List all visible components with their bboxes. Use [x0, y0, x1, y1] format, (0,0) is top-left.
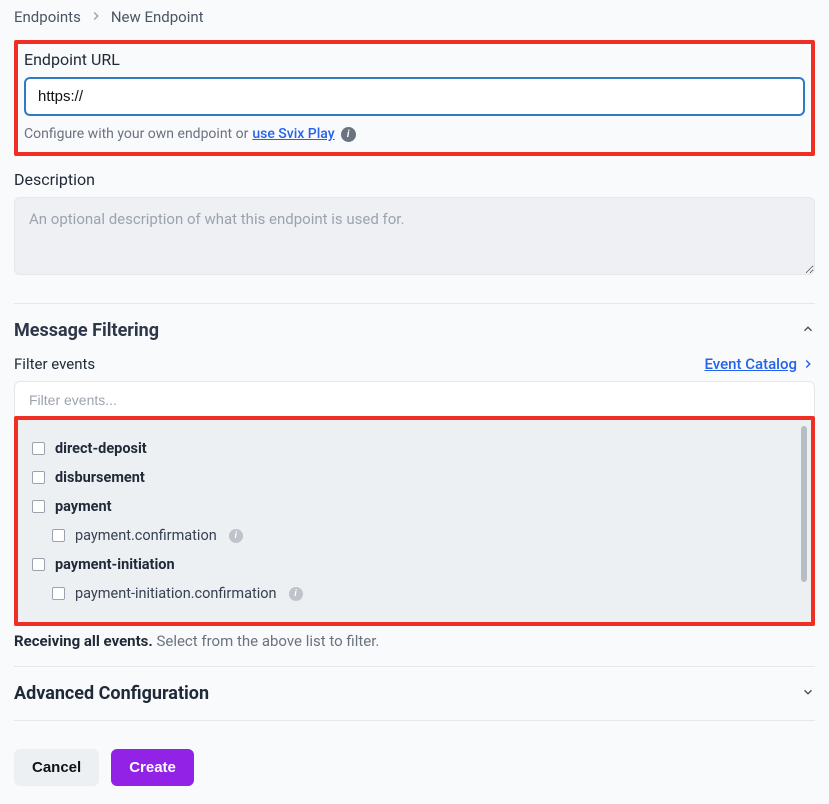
description-textarea[interactable]	[14, 197, 815, 275]
events-list: direct-deposit disbursement payment paym…	[18, 420, 811, 622]
form-actions: Cancel Create	[14, 749, 815, 786]
event-item[interactable]: payment-initiation	[28, 550, 801, 579]
checkbox[interactable]	[52, 587, 65, 600]
checkbox[interactable]	[32, 500, 45, 513]
scrollbar[interactable]	[801, 426, 807, 582]
message-filtering-header[interactable]: Message Filtering	[14, 303, 815, 353]
checkbox[interactable]	[52, 529, 65, 542]
info-icon[interactable]: i	[229, 529, 243, 543]
event-catalog-link[interactable]: Event Catalog	[704, 355, 815, 373]
breadcrumb-parent[interactable]: Endpoints	[14, 8, 81, 26]
advanced-configuration-header[interactable]: Advanced Configuration	[14, 666, 815, 721]
event-label: payment-initiation.confirmation	[75, 585, 277, 602]
chevron-right-icon	[89, 9, 103, 26]
event-label: direct-deposit	[55, 440, 147, 457]
breadcrumb: Endpoints New Endpoint	[14, 8, 815, 26]
endpoint-url-input[interactable]	[24, 77, 805, 116]
receiving-status: Receiving all events. Select from the ab…	[14, 626, 815, 666]
event-label: disbursement	[55, 469, 145, 486]
description-label: Description	[14, 170, 815, 189]
event-subitem[interactable]: payment-initiation.confirmation i	[28, 579, 801, 608]
receiving-bold: Receiving all events.	[14, 632, 153, 650]
chevron-up-icon	[801, 322, 815, 340]
checkbox[interactable]	[32, 471, 45, 484]
message-filtering-section: Message Filtering Filter events Event Ca…	[14, 303, 815, 666]
event-item[interactable]: direct-deposit	[28, 434, 801, 463]
endpoint-url-helper: Configure with your own endpoint or use …	[24, 126, 805, 142]
message-filtering-title: Message Filtering	[14, 320, 159, 341]
checkbox[interactable]	[32, 558, 45, 571]
info-icon[interactable]: i	[289, 587, 303, 601]
receiving-muted: Select from the above list to filter.	[156, 632, 379, 650]
create-button[interactable]: Create	[111, 749, 194, 786]
advanced-title: Advanced Configuration	[14, 683, 209, 704]
event-label: payment	[55, 498, 112, 515]
event-subitem[interactable]: payment.confirmation i	[28, 521, 801, 550]
filter-input-wrap	[14, 381, 815, 418]
svix-play-link[interactable]: use Svix Play	[252, 126, 334, 142]
event-label: payment.confirmation	[75, 527, 217, 544]
helper-text: Configure with your own endpoint or	[24, 126, 248, 142]
description-section: Description	[14, 170, 815, 279]
event-label: payment-initiation	[55, 556, 175, 573]
events-list-highlight: direct-deposit disbursement payment paym…	[14, 416, 815, 626]
event-item[interactable]: payment	[28, 492, 801, 521]
cancel-button[interactable]: Cancel	[14, 749, 99, 786]
event-catalog-text: Event Catalog	[704, 355, 797, 373]
chevron-down-icon	[801, 685, 815, 703]
endpoint-url-label: Endpoint URL	[24, 50, 805, 69]
info-icon[interactable]: i	[341, 127, 356, 142]
checkbox[interactable]	[32, 442, 45, 455]
filter-events-input[interactable]	[15, 382, 814, 418]
filter-events-label: Filter events	[14, 355, 95, 373]
breadcrumb-current: New Endpoint	[111, 8, 204, 26]
event-item[interactable]: disbursement	[28, 463, 801, 492]
endpoint-url-section: Endpoint URL Configure with your own end…	[14, 40, 815, 156]
